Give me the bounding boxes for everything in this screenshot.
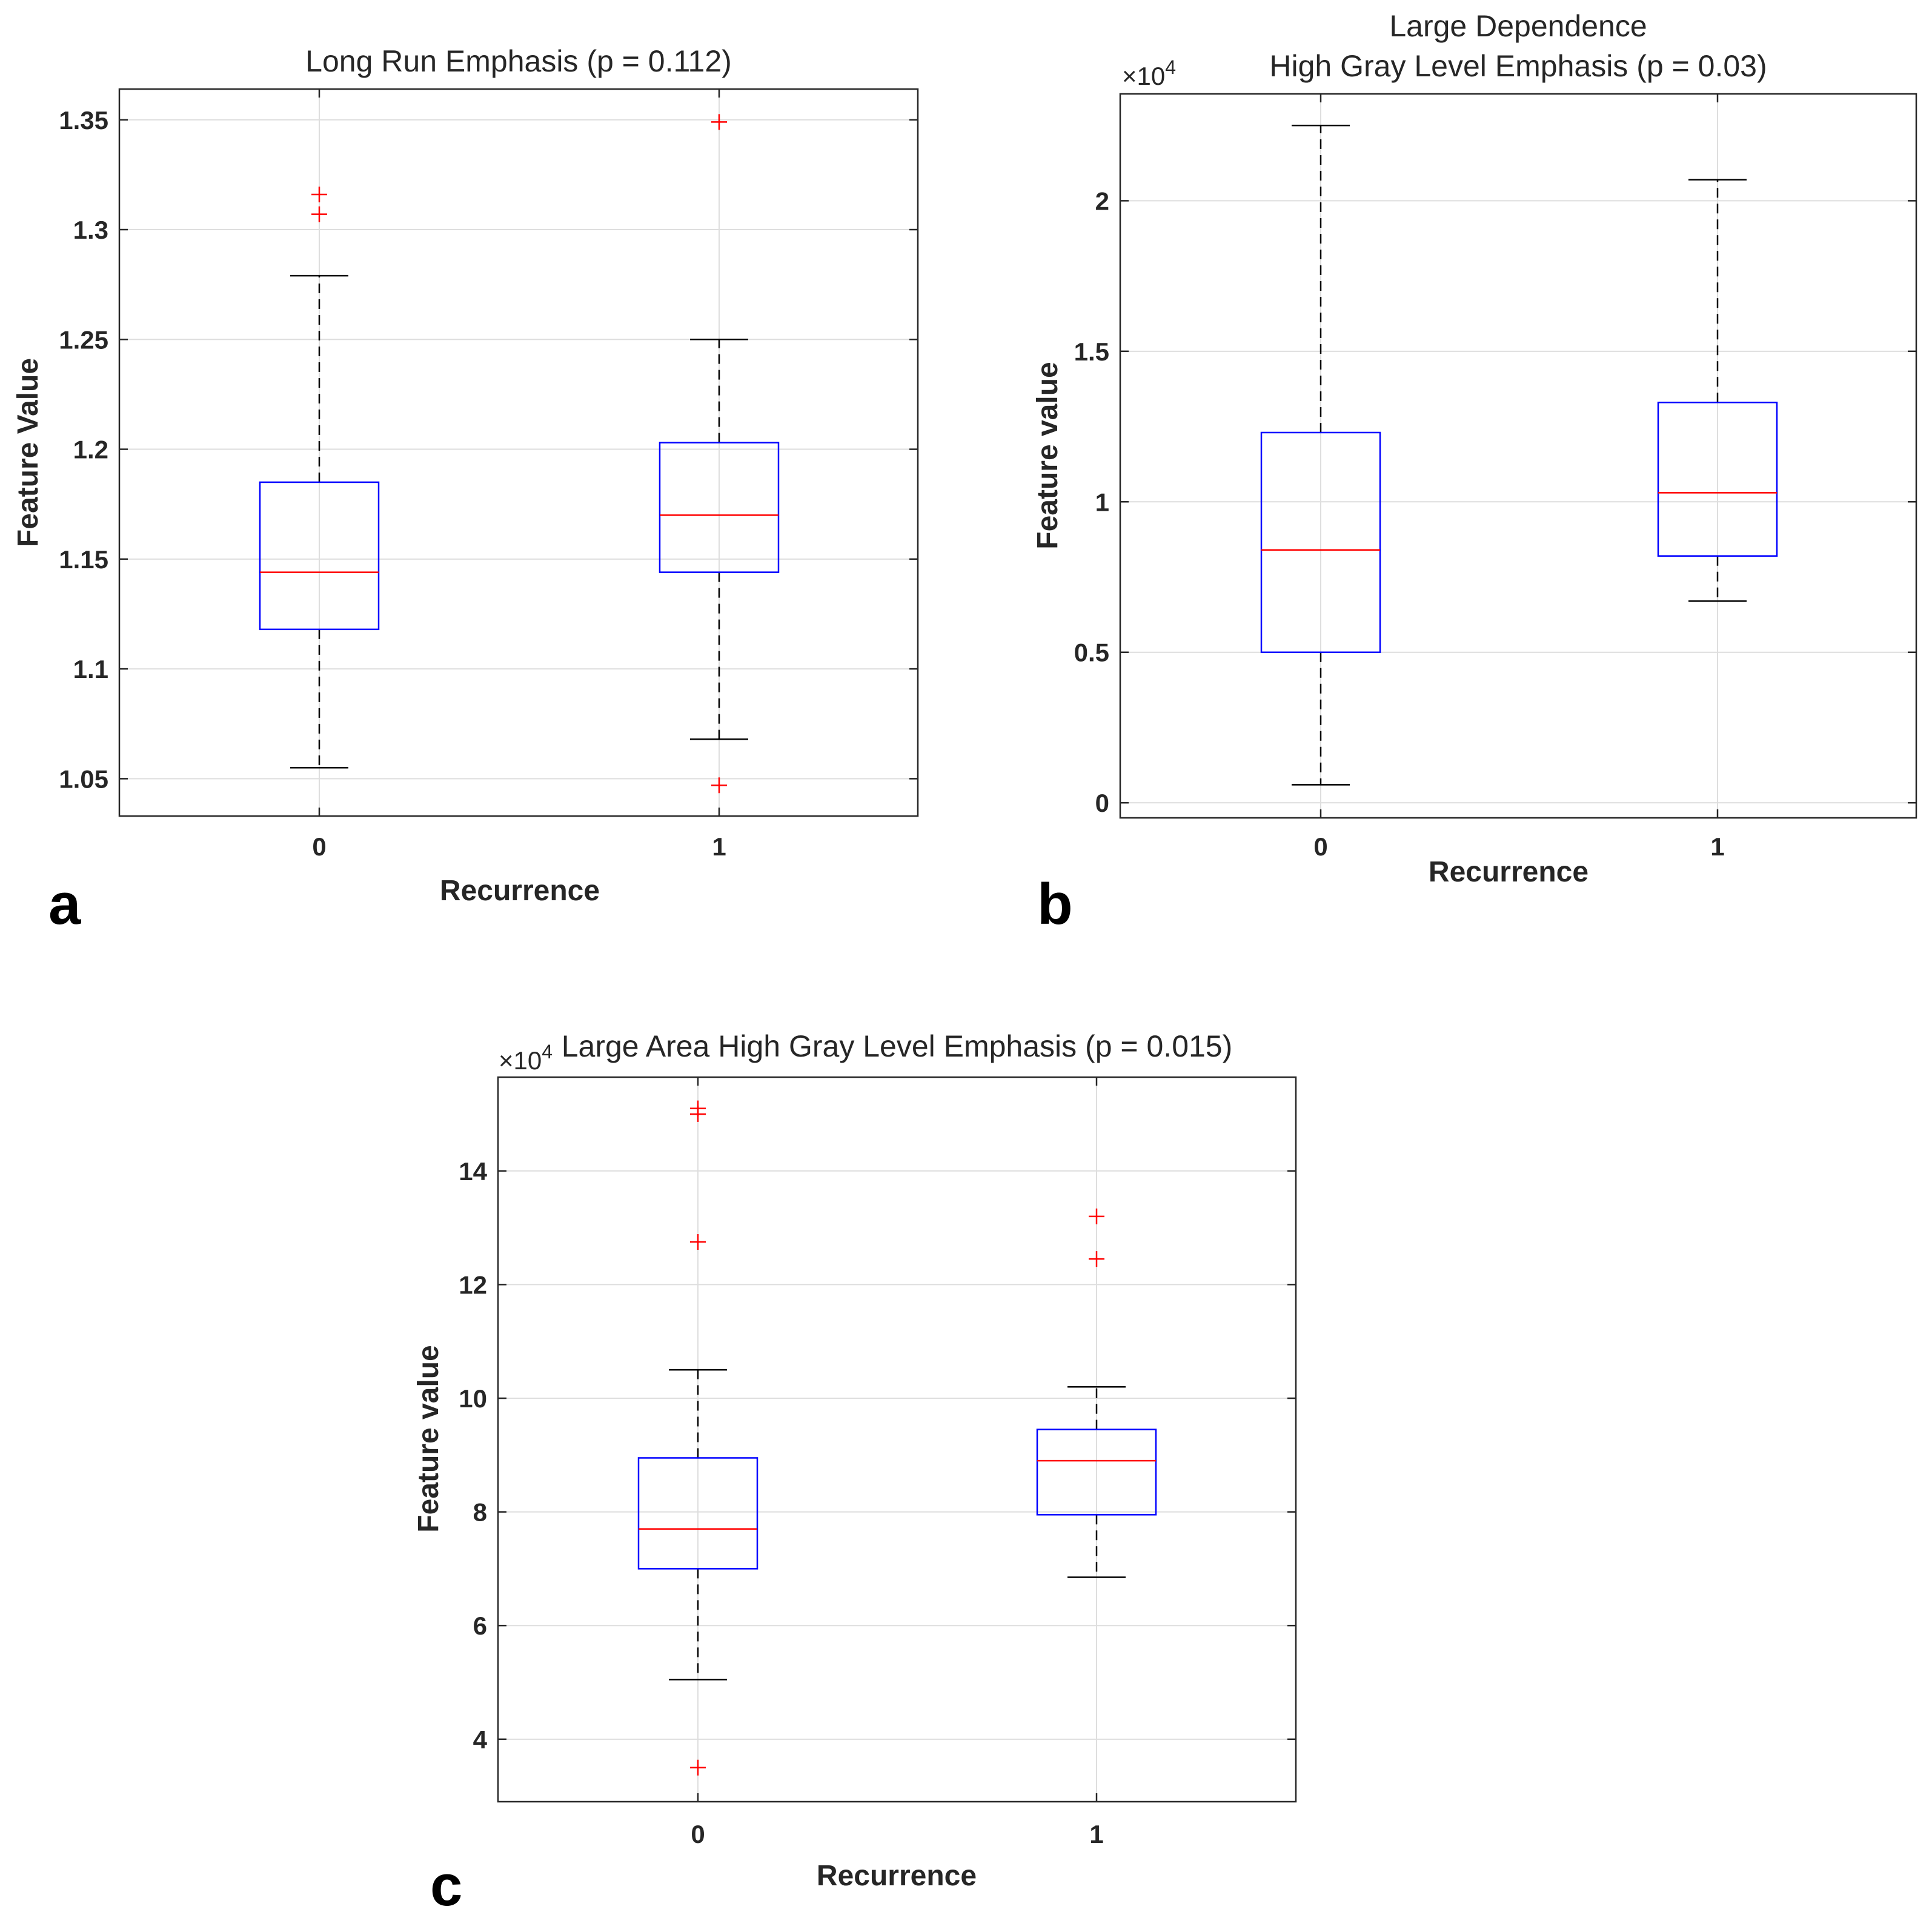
y-tick-label: 14 <box>459 1157 487 1186</box>
panel-label: c <box>430 1853 462 1915</box>
interquartile-box <box>659 442 780 573</box>
box-category-0 <box>1260 124 1381 786</box>
y-tick-label: 1.5 <box>1074 337 1109 366</box>
y-tick-label: 1.3 <box>73 216 108 244</box>
outlier-marker <box>690 1100 706 1117</box>
y-axis-label: Feature value <box>1032 362 1064 549</box>
y-axis-label: Feature value <box>413 1345 445 1532</box>
outlier-marker <box>690 1759 706 1776</box>
interquartile-box <box>259 481 380 631</box>
interquartile-box <box>1657 402 1778 557</box>
y-tick-label: 8 <box>473 1498 487 1527</box>
plot-area-frame <box>1119 93 1917 819</box>
plot-area-frame <box>118 88 919 817</box>
axis-exponent: ×104 <box>499 1041 553 1075</box>
y-tick-label: 1 <box>1095 488 1109 516</box>
y-axis-label: Feature Value <box>12 358 44 547</box>
panel-label: a <box>48 872 81 937</box>
chart-title: Long Run Emphasis (p = 0.112) <box>305 44 732 78</box>
y-tick-label: 12 <box>459 1270 487 1299</box>
outlier-marker <box>1089 1251 1104 1267</box>
chart-panel-a: 1.05 1.1 1.15 1.2 1.25 1.3 1.35 0 1 Long Run Emph… <box>12 44 919 937</box>
interquartile-box <box>637 1457 759 1570</box>
outlier-marker <box>711 114 727 130</box>
y-tick-label: 1.2 <box>73 436 108 464</box>
outlier-marker <box>690 1234 706 1250</box>
chart-title: High Gray Level Emphasis (p = 0.03) <box>1269 49 1767 83</box>
box-category-0 <box>637 1100 759 1776</box>
x-tick-label: 1 <box>1710 832 1724 861</box>
outlier-marker <box>311 187 327 203</box>
chart-title: Large Dependence <box>1389 9 1647 43</box>
x-tick-label: 0 <box>691 1820 705 1848</box>
chart-title: Large Area High Gray Level Emphasis (p =… <box>562 1029 1233 1063</box>
y-tick-label: 2 <box>1095 187 1109 215</box>
box-category-1 <box>1036 1208 1157 1578</box>
y-tick-label: 0 <box>1095 789 1109 817</box>
x-axis-label: Recurrence <box>440 875 600 907</box>
outlier-marker <box>711 777 727 794</box>
interquartile-box <box>1036 1429 1157 1516</box>
y-tick-label: 1.1 <box>73 655 108 683</box>
y-tick-label: 1.35 <box>59 106 108 134</box>
axis-exponent: ×104 <box>1122 56 1176 90</box>
x-tick-label: 0 <box>1313 832 1327 861</box>
chart-panel-b: 0 0.5 1 1.5 2 0 1 Large Dependence High Gray Lev… <box>1032 9 1917 937</box>
y-tick-label: 4 <box>473 1725 488 1754</box>
outlier-marker <box>311 206 327 222</box>
x-axis-label: Recurrence <box>817 1860 977 1892</box>
y-tick-label: 1.15 <box>59 545 108 574</box>
y-tick-label: 6 <box>473 1611 487 1640</box>
chart-panel-c: 4 6 8 10 12 14 0 1 Large Area High Gray Level Em… <box>413 1029 1297 1915</box>
outlier-marker <box>1089 1208 1104 1224</box>
y-tick-label: 10 <box>459 1384 487 1413</box>
box-category-1 <box>1657 179 1778 602</box>
panel-label: b <box>1037 872 1073 937</box>
x-axis-label: Recurrence <box>1429 856 1588 888</box>
x-tick-label: 1 <box>1089 1820 1103 1848</box>
y-tick-label: 1.25 <box>59 325 108 354</box>
x-tick-label: 0 <box>312 832 326 861</box>
y-tick-label: 1.05 <box>59 765 108 793</box>
box-category-0 <box>259 187 380 769</box>
y-tick-label: 0.5 <box>1074 639 1109 667</box>
x-tick-label: 1 <box>712 832 726 861</box>
box-category-1 <box>659 114 780 794</box>
plot-area-frame <box>497 1076 1297 1803</box>
interquartile-box <box>1260 431 1381 653</box>
